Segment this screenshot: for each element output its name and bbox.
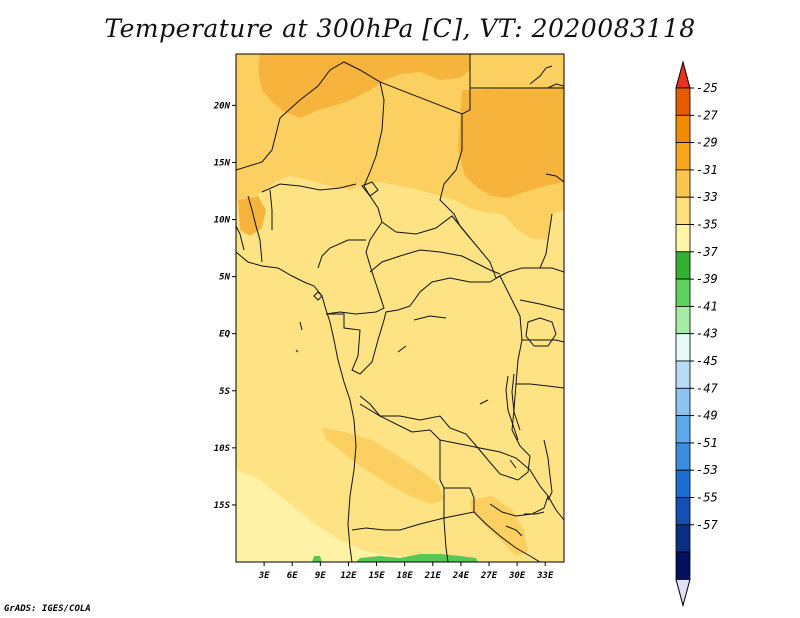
colorbar-level-label: -35: [696, 218, 718, 232]
field-cool-west-edge: [236, 470, 262, 510]
colorbar-segment: [675, 114, 691, 144]
map-frame: [235, 53, 565, 563]
border-red-sea: [529, 65, 564, 89]
lon-tick-label: 3E: [258, 571, 270, 581]
colorbar-level-label: -47: [696, 381, 718, 395]
colorbar-level-label: -29: [696, 136, 718, 150]
field-cool-southwest: [236, 470, 500, 562]
west-coast-islands: [295, 291, 323, 353]
colorbar-level-label: -57: [696, 518, 718, 532]
field-warm-southeast: [470, 496, 528, 556]
field-hot-northeast: [458, 86, 564, 198]
border-zambia: [439, 439, 549, 517]
border-chad-sudan: [439, 114, 497, 279]
colorbar-segment: [675, 469, 691, 498]
colorbar-level-label: -51: [696, 436, 718, 450]
lon-tick-label: 15E: [368, 571, 385, 581]
lake-victoria: [525, 317, 557, 347]
colorbar-segment: [675, 360, 691, 389]
lon-tick-label: 6E: [287, 571, 298, 581]
colorbar-segment: [675, 251, 691, 280]
colorbar-segment: [675, 196, 691, 225]
lon-tick-label: 33E: [536, 571, 554, 581]
longitude-axis: 3E 6E 9E 12E 15E 18E 21E 24E 27E 30E 33E: [258, 562, 554, 581]
lon-tick-label: 24E: [452, 571, 470, 581]
colorbar-level-label: -27: [696, 108, 718, 122]
colorbar-level-label: -41: [696, 299, 718, 313]
field-warm-south: [322, 428, 444, 504]
mozambique-border: [505, 495, 564, 537]
colorbar-segment: [675, 387, 691, 416]
border-ethiopia: [539, 173, 564, 269]
colorbar-level-label: -45: [696, 354, 718, 368]
chart-title: Temperature at 300hPa [C], VT: 202008311…: [104, 14, 696, 43]
border-east-africa: [495, 267, 564, 389]
border-libya-chad: [379, 54, 471, 115]
lat-tick-label: 20N: [213, 101, 231, 111]
border-sahel: [236, 61, 385, 223]
colorbar-segment: [675, 224, 691, 253]
lon-tick-label: 18E: [397, 571, 414, 581]
lat-tick-label: 15N: [214, 158, 231, 168]
colorbar-segment: [675, 305, 691, 335]
field-green-band: [312, 554, 478, 562]
colorbar-level-label: -39: [696, 272, 718, 286]
colorbar-segment: [675, 442, 691, 471]
colorbar-bottom-cap: [675, 578, 691, 608]
lat-tick-label: 5N: [219, 273, 230, 283]
border-gulf-of-guinea: [236, 189, 273, 263]
colorbar-segment: [675, 415, 691, 444]
software-credit: GrADS: IGES/COLA: [4, 604, 91, 614]
border-gabon-congo: [326, 305, 411, 375]
colorbar-segment: [675, 87, 691, 116]
colorbar-segment: [675, 497, 691, 526]
latitude-axis: 20N 15N 10N 5N EQ 5S 10S 15S: [213, 101, 236, 511]
lat-tick-label: 10N: [214, 216, 231, 226]
lat-tick-label: EQ: [219, 330, 230, 340]
border-cameroon: [317, 221, 385, 315]
colorbar-segment: [675, 524, 691, 553]
coastline-west-africa: [236, 251, 357, 562]
lake-tanganyika: [505, 373, 521, 441]
lat-tick-label: 5S: [219, 387, 230, 397]
lat-tick-label: 15S: [214, 501, 231, 511]
country-borders: [236, 54, 564, 562]
lat-tick-label: 10S: [214, 444, 231, 454]
field-hot-northwest: [258, 54, 470, 118]
lon-tick-label: 30E: [508, 571, 526, 581]
colorbar-segment: [675, 169, 691, 198]
congo-river: [397, 315, 517, 469]
colorbar-segment: [675, 278, 691, 307]
border-car: [369, 215, 501, 275]
colorbar-level-label: -33: [696, 190, 718, 204]
colorbar-level-label: -55: [696, 491, 718, 505]
colorbar-level-label: -37: [696, 245, 718, 259]
lake-malawi: [543, 439, 553, 501]
colorbar-top-cap: [675, 60, 691, 89]
temperature-field: [236, 54, 564, 562]
lon-tick-label: 27E: [480, 571, 498, 581]
colorbar-segment: [675, 333, 691, 362]
colorbar-level-label: -53: [696, 463, 718, 477]
colorbar-level-label: -49: [696, 409, 718, 423]
border-drc: [359, 275, 531, 481]
colorbar-level-label: -25: [696, 81, 718, 95]
colorbar: -25 -27 -29 -31 -33 -35 -37 -39 -41 -43 -45 -47 -49 -…: [675, 60, 718, 608]
lake-chad: [361, 181, 379, 197]
border-nigeria-niger: [261, 183, 357, 193]
colorbar-segment: [675, 142, 691, 171]
field-hot-west: [238, 196, 266, 236]
colorbar-level-label: -43: [696, 327, 718, 341]
border-angola: [351, 403, 475, 531]
lon-tick-label: 12E: [340, 571, 357, 581]
border-namibia-botswana: [443, 488, 541, 562]
lon-tick-label: 21E: [424, 571, 442, 581]
lon-tick-label: 9E: [315, 571, 326, 581]
colorbar-segment: [675, 551, 691, 580]
colorbar-level-label: -31: [696, 163, 718, 177]
